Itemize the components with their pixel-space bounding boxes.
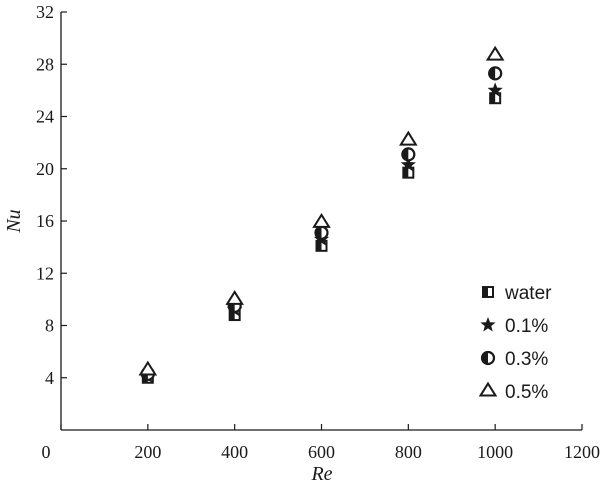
data-point-star (487, 82, 503, 97)
x-tick-label: 1200 (564, 442, 600, 462)
x-tick-label: 600 (308, 442, 335, 462)
y-tick-label: 28 (36, 54, 54, 74)
data-points (138, 45, 505, 384)
y-tick-label: 32 (36, 2, 54, 22)
y-tick-label: 20 (36, 159, 54, 179)
x-axis-label: Re (310, 463, 332, 485)
data-point-triangle (138, 360, 158, 376)
y-tick-label: 4 (45, 368, 54, 388)
data-point-star (400, 156, 416, 172)
x-tick-label: 200 (134, 442, 161, 462)
y-tick-label: 8 (45, 316, 54, 336)
data-point-half-filled-circle (314, 225, 329, 240)
x-tick-label: 400 (221, 442, 248, 462)
legend-marker-triangle (478, 381, 498, 397)
x-axis-ticks: 0 200 400 600 800 1000 1200 (42, 424, 600, 462)
data-point-triangle (399, 130, 418, 146)
y-tick-label: 16 (36, 211, 54, 231)
data-point-half-filled-circle (401, 147, 416, 162)
legend-marker-half-filled-circle (480, 350, 496, 366)
legend-marker-half-filled-square (482, 286, 494, 298)
y-tick-label: 12 (36, 263, 54, 283)
data-point-triangle (225, 290, 244, 305)
x-tick-label: 1000 (477, 442, 513, 462)
data-point-triangle (485, 45, 505, 61)
legend-label: 0.3% (505, 349, 548, 370)
data-point-triangle (312, 212, 331, 228)
legend-label: 0.5% (505, 382, 548, 403)
legend-label: water (504, 283, 552, 304)
legend-label: 0.1% (505, 316, 548, 337)
x-tick-label: 0 (42, 442, 51, 462)
y-axis-label: Nu (3, 209, 25, 233)
y-axis-ticks: 4 8 12 16 20 24 28 32 (36, 2, 67, 388)
x-tick-label: 800 (395, 442, 422, 462)
legend: water 0.1% 0.3% 0.5% (478, 283, 552, 403)
data-point-half-filled-circle (488, 66, 503, 81)
legend-marker-star (480, 317, 496, 332)
y-tick-label: 24 (36, 107, 54, 127)
